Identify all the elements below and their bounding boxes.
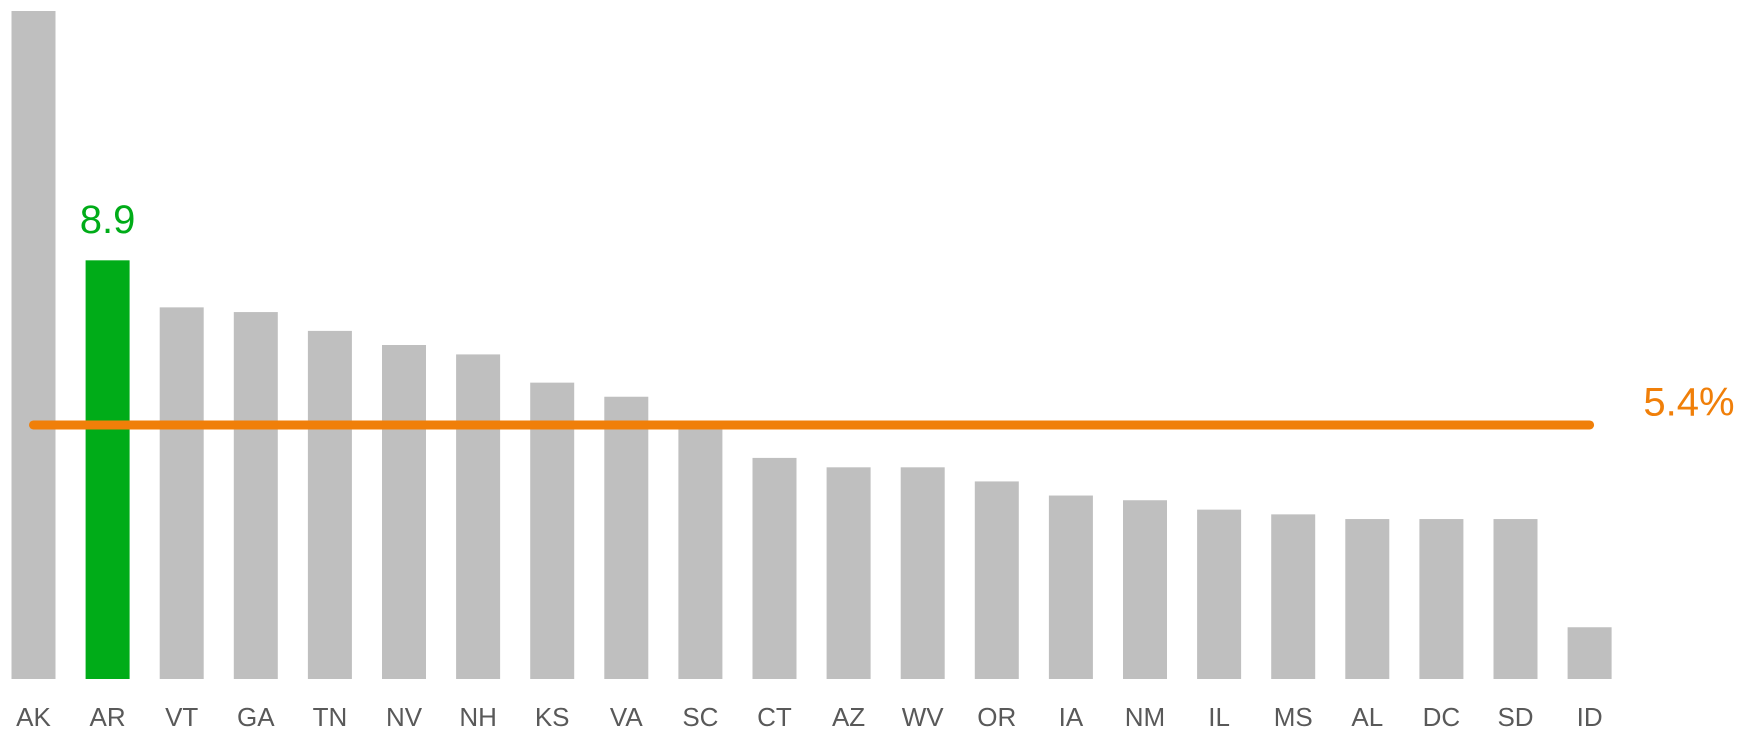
bar: [678, 424, 723, 679]
bar: [826, 467, 871, 679]
bar: [1271, 514, 1316, 679]
bar: [233, 312, 278, 679]
x-tick-label: NH: [459, 702, 497, 732]
bar: [11, 11, 56, 679]
bar: [1048, 495, 1093, 679]
x-tick-label: OR: [977, 702, 1016, 732]
bar: [900, 467, 945, 679]
x-tick-label: SC: [682, 702, 718, 732]
x-tick-label: MS: [1274, 702, 1313, 732]
x-tick-label: WV: [902, 702, 945, 732]
value-label: 8.9: [80, 198, 136, 242]
bar: [1493, 519, 1538, 679]
x-tick-label: ID: [1577, 702, 1603, 732]
x-tick-label: IA: [1059, 702, 1084, 732]
x-tick-label: DC: [1423, 702, 1461, 732]
x-tick-label: VA: [610, 702, 643, 732]
x-tick-label: AZ: [832, 702, 865, 732]
x-tick-label: AR: [90, 702, 126, 732]
x-tick-label: NM: [1125, 702, 1165, 732]
x-tick-label: GA: [237, 702, 275, 732]
bar: [604, 396, 649, 679]
bar: [1197, 509, 1242, 679]
bar: [85, 260, 130, 679]
reference-label: 5.4%: [1643, 381, 1734, 425]
bar: [382, 345, 426, 679]
x-tick-label: NV: [386, 702, 423, 732]
bar: [530, 382, 575, 679]
x-tick-label: VT: [165, 702, 198, 732]
bar: [974, 481, 1019, 679]
bar: [1345, 519, 1390, 679]
bar: [752, 457, 797, 679]
x-tick-label: IL: [1208, 702, 1230, 732]
bar: [1123, 500, 1167, 679]
x-tick-label: AL: [1351, 702, 1383, 732]
x-tick-label: CT: [757, 702, 792, 732]
x-tick-label: KS: [535, 702, 570, 732]
x-tick-label: SD: [1497, 702, 1533, 732]
bar: [159, 307, 204, 679]
bar: [1567, 627, 1612, 679]
x-tick-label: TN: [313, 702, 348, 732]
bar: [456, 354, 501, 679]
bar: [1419, 519, 1464, 679]
x-tick-label: AK: [16, 702, 51, 732]
bar: [307, 330, 352, 679]
